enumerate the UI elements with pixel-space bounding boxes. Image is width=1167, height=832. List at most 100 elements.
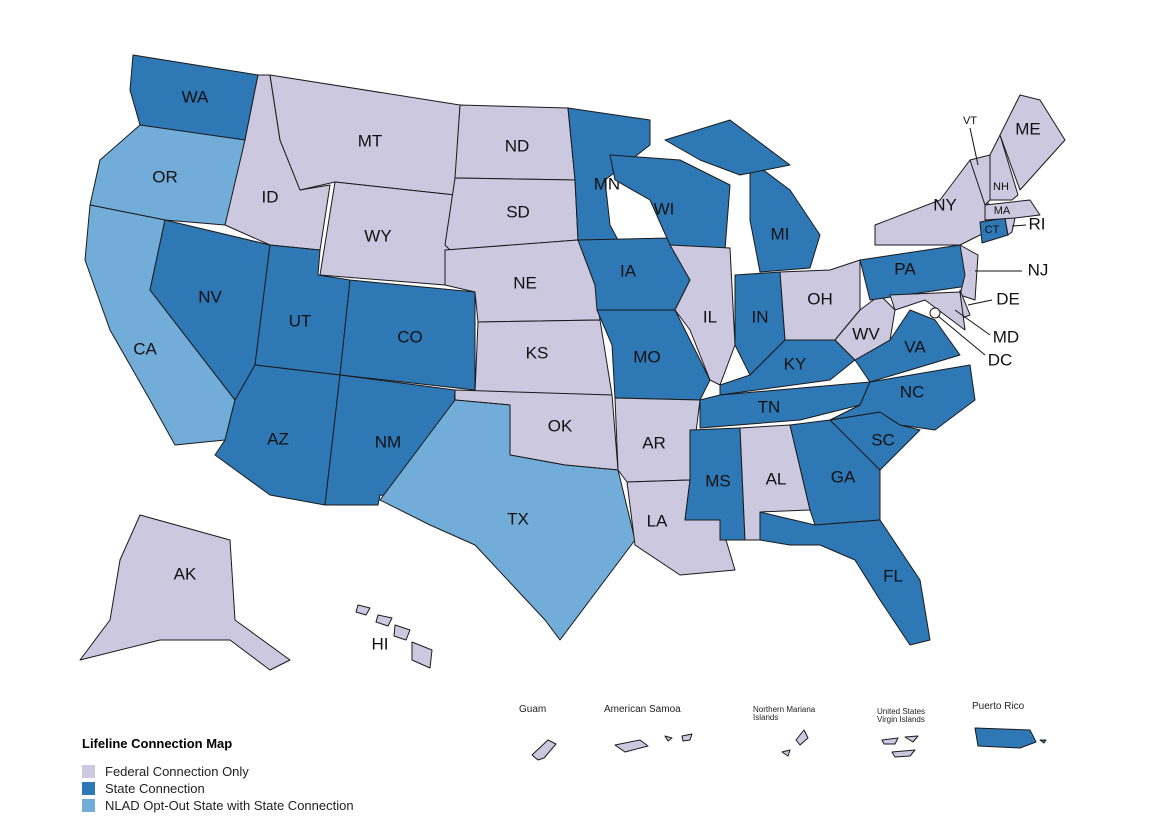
state-label: NE: [513, 273, 537, 292]
state-shape: [829, 364, 976, 431]
territory-label: American Samoa: [604, 704, 681, 715]
territory-label: United States Virgin Islands: [877, 707, 926, 724]
territory: [881, 735, 919, 758]
state-label: NJ: [1028, 260, 1049, 279]
state: [989, 134, 1019, 201]
state: [669, 244, 736, 386]
legend-item: NLAD Opt-Out State with State Connection: [82, 797, 354, 814]
territory-shape: [881, 737, 899, 745]
legend-swatch: [82, 799, 95, 812]
state-label: CO: [397, 327, 423, 346]
territory-shape: [614, 739, 649, 753]
state-shape: [411, 641, 433, 669]
state-label: FL: [883, 566, 903, 585]
state-shape: [664, 119, 791, 176]
state-label: TN: [758, 397, 781, 416]
state-shape: [759, 511, 931, 646]
territory-shape: [1039, 739, 1047, 744]
state-label: TX: [507, 509, 529, 528]
legend-swatch: [82, 765, 95, 778]
territory: [614, 733, 693, 753]
state-label: KY: [784, 354, 807, 373]
state-label: AR: [642, 433, 666, 452]
state-label: MD: [993, 327, 1019, 346]
state-shape: [984, 199, 1041, 221]
territory-shape: [891, 749, 916, 758]
state-shape: [379, 399, 636, 641]
leader-line: [937, 315, 986, 356]
state-shape: [989, 134, 1019, 201]
territory-shape: [795, 729, 809, 746]
state-label: LA: [647, 511, 668, 530]
state-label: NM: [375, 432, 401, 451]
state-label: DE: [996, 289, 1020, 308]
state-label: UT: [289, 311, 312, 330]
territory-shape: [974, 727, 1037, 749]
state-label: OR: [152, 167, 178, 186]
state-shape: [79, 514, 291, 671]
state: [664, 119, 821, 273]
legend-label: Federal Connection Only: [105, 764, 249, 779]
state: [929, 307, 941, 319]
territory-shape: [781, 749, 791, 757]
territory: [974, 727, 1047, 749]
state-label: MA: [994, 205, 1011, 217]
state-label: MT: [358, 131, 383, 150]
state-label: IL: [703, 307, 717, 326]
territory-shape: [904, 735, 919, 743]
state: [79, 514, 291, 671]
state-label: ID: [262, 187, 279, 206]
state-label: MO: [633, 347, 660, 366]
territory-label: Guam: [519, 704, 547, 715]
state-label: RI: [1029, 214, 1046, 233]
state-label: IN: [752, 307, 769, 326]
legend-label: NLAD Opt-Out State with State Connection: [105, 798, 354, 813]
territory-shape: [531, 739, 557, 761]
state-shape: [375, 614, 393, 627]
state-shape: [355, 604, 371, 616]
state-label: WA: [182, 87, 209, 106]
leader-line: [954, 309, 991, 336]
state-shape: [567, 107, 651, 241]
state-shape: [749, 159, 821, 273]
state-label: DC: [988, 350, 1013, 369]
state-label: SD: [506, 202, 530, 221]
state-label: NH: [993, 181, 1009, 193]
state-label: PA: [894, 259, 916, 278]
state: [984, 199, 1041, 221]
state: [999, 94, 1066, 191]
legend-item: State Connection: [82, 780, 354, 797]
territory-label: Northern Mariana Islands: [753, 705, 816, 722]
legend-swatch: [82, 782, 95, 795]
state-shape: [999, 94, 1066, 191]
legend-label: State Connection: [105, 781, 205, 796]
leader-line: [969, 127, 979, 166]
state: [829, 364, 976, 431]
territory: [781, 729, 809, 757]
state: [759, 511, 931, 646]
state-label: IA: [620, 261, 637, 280]
state-label: NC: [900, 382, 925, 401]
state-label: NV: [198, 287, 222, 306]
state-label: OH: [807, 289, 833, 308]
state: [379, 399, 636, 641]
state-label: VT: [963, 115, 977, 127]
state: [889, 291, 966, 331]
state-label: VA: [904, 337, 926, 356]
state: [959, 244, 979, 301]
legend-item: Federal Connection Only: [82, 763, 354, 780]
state-label: MS: [705, 471, 731, 490]
state-label: WI: [654, 199, 675, 218]
state-label: CT: [985, 224, 1000, 236]
state-label: OK: [548, 416, 573, 435]
legend: Lifeline Connection Map Federal Connecti…: [82, 736, 354, 814]
state-label: WV: [852, 324, 880, 343]
state-shape: [889, 291, 966, 331]
territory-label: Puerto Rico: [972, 701, 1025, 712]
state-label: WY: [364, 226, 391, 245]
state-shape: [393, 624, 411, 641]
territory: [531, 739, 557, 761]
state-label: MI: [771, 224, 790, 243]
